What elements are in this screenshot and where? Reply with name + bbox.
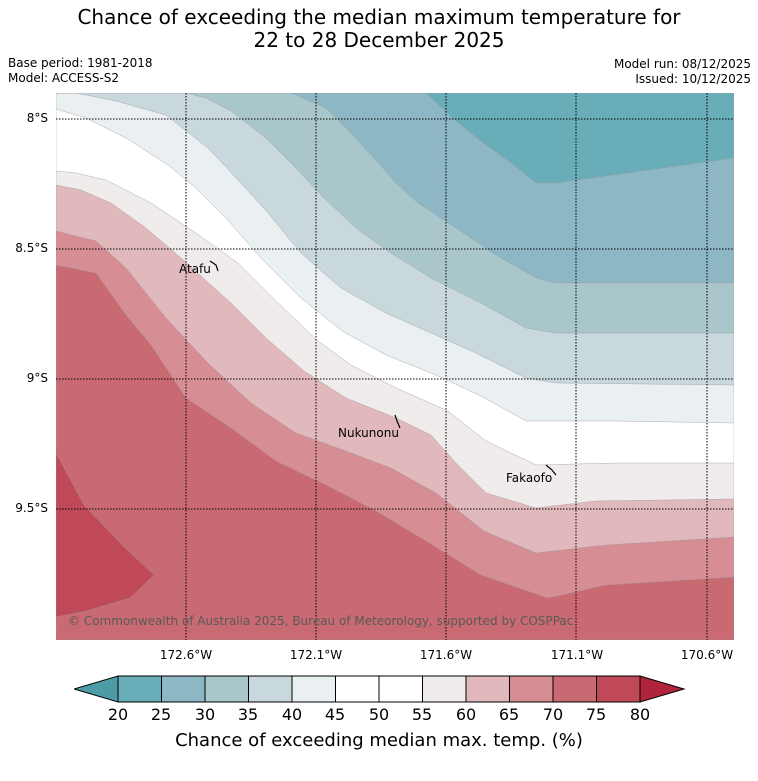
colorbar-tick-65: 65 <box>498 705 520 724</box>
colorbar-tick-60: 60 <box>455 705 477 724</box>
colorbar-tick-55: 55 <box>411 705 433 724</box>
atoll-atafu-shape <box>209 260 219 272</box>
longitude-label-171-6w: 171.6°W <box>419 648 473 662</box>
colorbar-tick-45: 45 <box>324 705 346 724</box>
latitude-label-9s: 9°S <box>26 371 48 385</box>
meta-left: Base period: 1981-2018 Model: ACCESS-S2 <box>8 56 153 86</box>
colorbar-segment-25-30 <box>161 675 206 703</box>
longitude-label-172-6w: 172.6°W <box>159 648 213 662</box>
place-label-fakaofo: Fakaofo <box>506 471 553 485</box>
colorbar-segment-50-55 <box>378 675 423 703</box>
model-text: Model: ACCESS-S2 <box>8 71 120 85</box>
longitude-label-172-1w: 172.1°W <box>289 648 343 662</box>
atolls <box>209 260 557 476</box>
colorbar-segment-45-50 <box>335 675 380 703</box>
place-label-nukunonu: Nukunonu <box>338 426 399 440</box>
base-period-text: Base period: 1981-2018 <box>8 56 153 70</box>
colorbar-segment-70-75 <box>552 675 597 703</box>
atoll-nukunonu-shape <box>394 414 401 429</box>
colorbar-tick-50: 50 <box>368 705 390 724</box>
colorbar-title: Chance of exceeding median max. temp. (%… <box>175 730 583 751</box>
colorbar-tick-80: 80 <box>629 705 651 724</box>
colorbar-extend-low <box>72 675 119 703</box>
map-title-line-2: 22 to 28 December 2025 <box>253 28 505 52</box>
colorbar-extend-high <box>639 675 686 703</box>
longitude-label-171-1w: 171.1°W <box>550 648 604 662</box>
colorbar-segment-40-45 <box>291 675 336 703</box>
map-title-line-1: Chance of exceeding the median maximum t… <box>77 5 681 29</box>
colorbar-tick-70: 70 <box>542 705 564 724</box>
colorbar-segment-20-25 <box>117 675 162 703</box>
colorbar-segment-65-70 <box>509 675 554 703</box>
graticule <box>56 93 734 640</box>
colorbar-tick-25: 25 <box>150 705 172 724</box>
colorbar-tick-75: 75 <box>585 705 607 724</box>
colorbar-segment-55-60 <box>422 675 467 703</box>
issued-text: Issued: 10/12/2025 <box>635 72 751 86</box>
colorbar <box>72 675 686 707</box>
atoll-fakaofo-shape <box>545 464 557 476</box>
latitude-label-8s: 8°S <box>26 111 48 125</box>
band-c75-80-corner <box>56 452 155 618</box>
colorbar-segment-60-65 <box>465 675 510 703</box>
colorbar-tick-20: 20 <box>107 705 129 724</box>
colorbar-tick-35: 35 <box>237 705 259 724</box>
copyright-notice: © Commonwealth of Australia 2025, Bureau… <box>68 614 574 628</box>
meta-right: Model run: 08/12/2025 Issued: 10/12/2025 <box>614 57 751 87</box>
colorbar-segment-35-40 <box>248 675 293 703</box>
colorbar-segment-75-80 <box>596 675 641 703</box>
longitude-label-170-6w: 170.6°W <box>680 648 734 662</box>
model-run-text: Model run: 08/12/2025 <box>613 57 751 71</box>
place-label-atafu: Atafu <box>179 262 211 276</box>
latitude-label-8-5s: 8.5°S <box>15 241 48 255</box>
colorbar-svg <box>72 675 686 703</box>
colorbar-segment-30-35 <box>204 675 249 703</box>
colorbar-tick-30: 30 <box>194 705 216 724</box>
band-c20-25 <box>425 93 734 184</box>
colorbar-tick-40: 40 <box>281 705 303 724</box>
latitude-label-9-5s: 9.5°S <box>15 501 48 515</box>
colorbar-segments <box>72 675 686 703</box>
probability-map <box>56 93 734 640</box>
map-svg <box>56 93 734 640</box>
